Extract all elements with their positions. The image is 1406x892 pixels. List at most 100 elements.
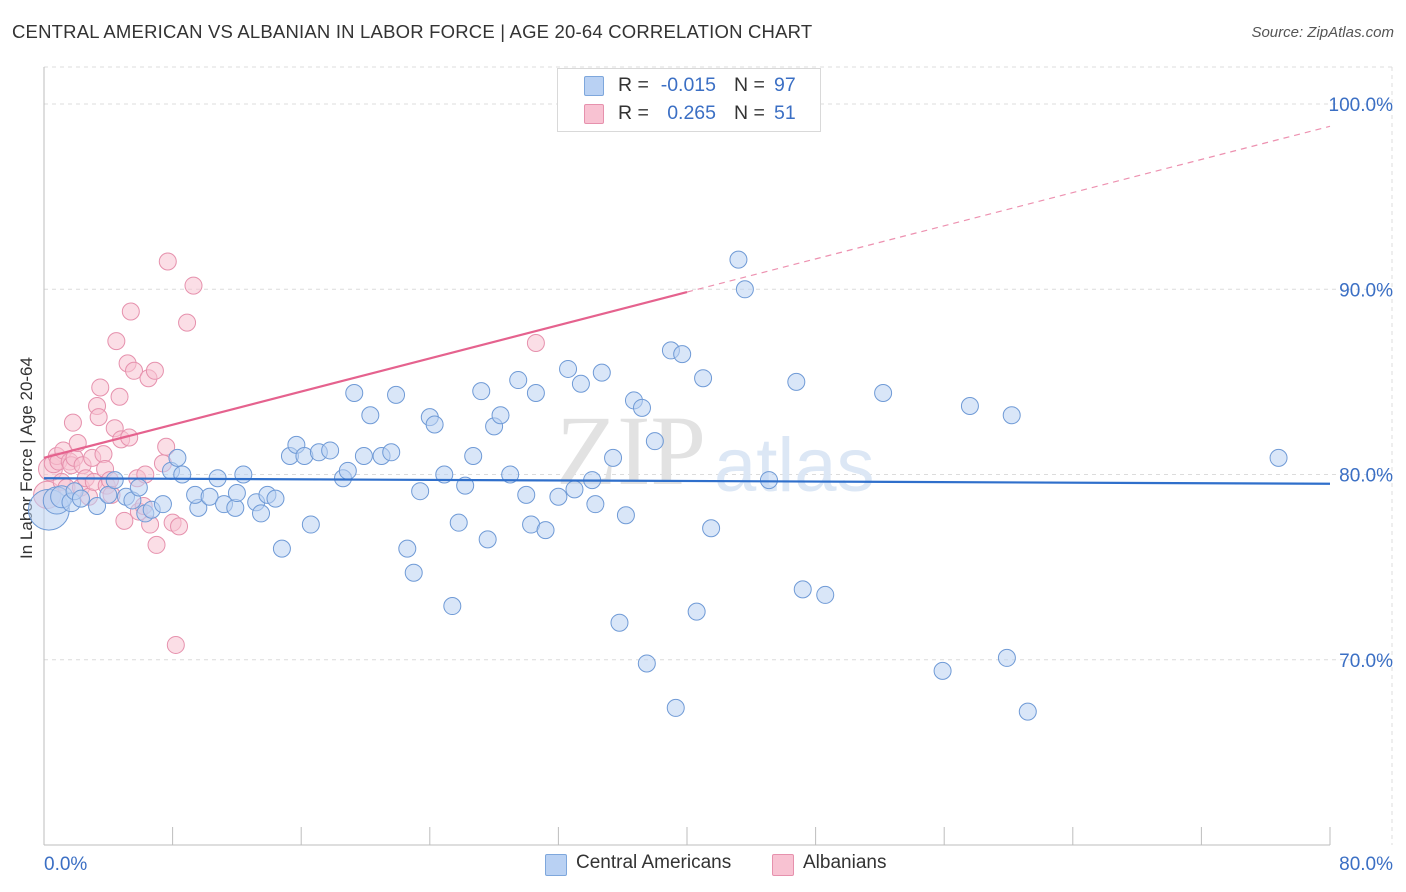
data-point [252, 504, 271, 523]
data-point [456, 476, 475, 495]
y-tick-label: 100.0% [1329, 95, 1394, 116]
data-point [517, 485, 536, 504]
data-point [435, 465, 454, 484]
stats-box: R = -0.015 N = 97 R = 0.265 N = 51 [557, 68, 821, 132]
data-point [153, 495, 172, 514]
data-point [702, 519, 721, 538]
data-point [354, 447, 373, 465]
data-point [960, 396, 979, 415]
data-point [121, 302, 140, 321]
y-tick-labels: 70.0% 80.0% 90.0% 100.0% [1329, 95, 1394, 672]
y-tick-label: 80.0% [1339, 466, 1393, 487]
data-point [933, 661, 952, 680]
data-point [234, 465, 253, 484]
data-point [158, 252, 177, 271]
y-tick-label: 90.0% [1339, 280, 1393, 301]
data-point [125, 361, 144, 380]
trend-line [43, 477, 1331, 485]
data-point [787, 372, 806, 391]
data-point [491, 406, 510, 425]
data-point [694, 369, 713, 388]
data-point [301, 515, 320, 534]
data-point [549, 487, 568, 506]
data-point [63, 413, 82, 432]
data-point [266, 489, 285, 508]
data-point [874, 384, 893, 403]
data-point [443, 597, 462, 616]
data-point [200, 487, 219, 506]
x-tick-label: 80.0% [1339, 854, 1393, 875]
axes [43, 67, 1331, 846]
data-point [559, 359, 578, 378]
data-point [94, 445, 113, 464]
data-point [1002, 406, 1021, 425]
data-point [110, 387, 129, 406]
pink-swatch-icon [584, 104, 604, 124]
data-point [536, 521, 555, 540]
data-point [272, 539, 291, 558]
data-point [168, 448, 187, 467]
data-point [166, 635, 185, 654]
n-value: 97 [774, 74, 796, 96]
data-point [478, 530, 497, 549]
trend-line-extension [686, 125, 1331, 293]
n-label: N = [734, 74, 765, 96]
data-point [129, 478, 148, 497]
data-point [816, 585, 835, 604]
data-point [387, 385, 406, 404]
stats-row-albanians: R = 0.265 N = 51 [558, 101, 820, 127]
data-point [411, 482, 430, 501]
data-point [729, 250, 748, 269]
data-point [666, 698, 685, 717]
x-tick-labels: 0.0% 80.0% [44, 854, 1393, 875]
data-point [89, 408, 108, 427]
data-point [382, 443, 401, 462]
r-value: -0.015 [660, 74, 716, 96]
data-point [565, 480, 584, 499]
data-point [735, 280, 754, 299]
data-point [610, 613, 629, 632]
data-point [616, 506, 635, 525]
chart-title: CENTRAL AMERICAN VS ALBANIAN IN LABOR FO… [12, 21, 813, 42]
r-label: R = [618, 74, 649, 96]
trend-line [43, 290, 688, 459]
data-point [464, 447, 483, 465]
x-tick-label: 0.0% [44, 854, 87, 875]
data-point [509, 371, 528, 390]
data-point [793, 580, 812, 599]
stats-row-central-americans: R = -0.015 N = 97 [558, 73, 820, 99]
data-point [71, 489, 90, 508]
data-point [637, 654, 656, 673]
data-point [632, 398, 651, 417]
legend-label: Central Americans [576, 852, 732, 873]
data-point [449, 513, 468, 532]
data-point [472, 382, 491, 401]
data-point [404, 563, 423, 582]
data-point [147, 535, 166, 554]
data-point [673, 345, 692, 364]
data-point [586, 495, 605, 514]
data-point [227, 484, 246, 503]
legend: Central Americans Albanians [0, 851, 1406, 877]
series-central-americans [27, 250, 1288, 721]
data-point [170, 517, 189, 536]
data-point [645, 432, 664, 451]
data-point [99, 485, 118, 504]
data-point [398, 539, 417, 558]
data-point [687, 602, 706, 621]
data-point [1269, 448, 1288, 467]
data-point [526, 334, 545, 353]
data-point [91, 378, 110, 397]
data-point [157, 437, 176, 456]
data-point [88, 497, 107, 516]
data-point [571, 374, 590, 393]
data-point [178, 313, 197, 332]
data-point [226, 498, 245, 517]
pink-swatch-icon [772, 854, 794, 876]
data-point [604, 448, 623, 467]
data-point [338, 461, 357, 480]
data-point [592, 363, 611, 382]
r-value: 0.265 [667, 102, 716, 124]
r-label: R = [618, 102, 649, 124]
